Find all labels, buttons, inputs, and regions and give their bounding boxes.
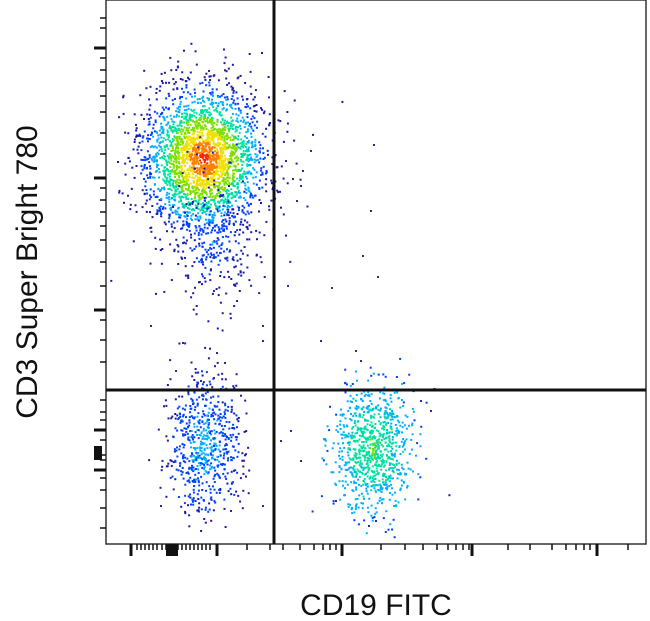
event-dots	[110, 42, 451, 539]
y-axis-title: CD3 Super Bright 780	[11, 125, 44, 419]
x-axis-ticks	[129, 544, 629, 556]
x-axis-title: CD19 FITC	[300, 589, 452, 621]
plot-frame	[105, 0, 647, 545]
y-axis-ticks	[94, 17, 106, 529]
quadrant-gates	[106, 0, 646, 544]
